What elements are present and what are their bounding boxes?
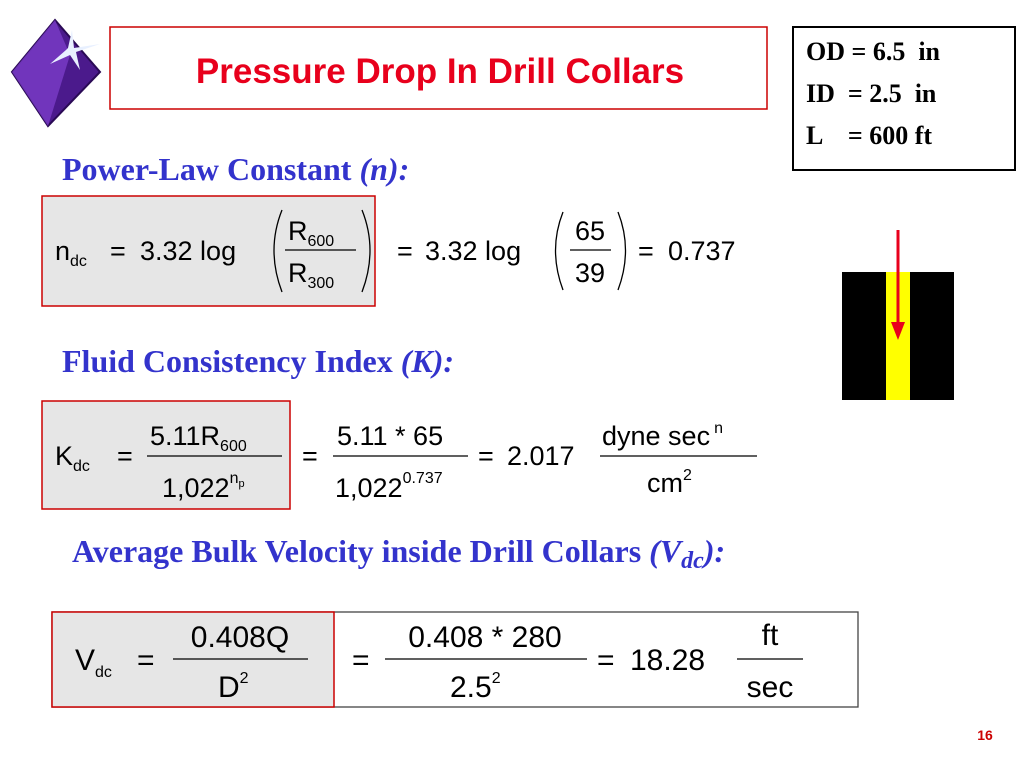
equals: = bbox=[597, 644, 615, 677]
page-number: 16 bbox=[977, 727, 993, 743]
denominator: D2 bbox=[218, 670, 249, 704]
subscript: 300 bbox=[308, 275, 335, 292]
paren bbox=[273, 209, 283, 293]
unit-denominator: sec bbox=[747, 671, 794, 704]
numerator: 0.408Q bbox=[191, 621, 289, 654]
lhs: Kdc bbox=[55, 441, 90, 475]
equals: = bbox=[137, 644, 155, 677]
paren bbox=[617, 211, 627, 291]
symbol: D bbox=[218, 671, 240, 704]
equals: = bbox=[397, 236, 413, 266]
heading-text: Power-Law Constant bbox=[62, 151, 352, 187]
heading-symbol: (n): bbox=[359, 151, 409, 187]
heading-text: Fluid Consistency Index bbox=[62, 343, 393, 379]
symbol: 5.11R bbox=[150, 421, 220, 451]
symbol: K bbox=[55, 441, 73, 471]
given-line: OD = 6.5 in bbox=[806, 37, 941, 66]
result: 2.017 bbox=[507, 441, 575, 471]
subscript: 600 bbox=[308, 233, 335, 250]
numerator: 0.408 * 280 bbox=[408, 621, 561, 654]
superscript: n bbox=[230, 470, 239, 487]
denominator: 1,022np bbox=[162, 470, 245, 503]
diamond-icon bbox=[10, 18, 102, 128]
equals: = bbox=[117, 441, 133, 471]
given-box bbox=[792, 26, 1016, 171]
symbol: n bbox=[55, 236, 70, 266]
coefficient: 3.32 log bbox=[425, 236, 521, 266]
equals: = bbox=[638, 236, 654, 266]
numerator: 5.11R600 bbox=[150, 421, 247, 455]
formula-box bbox=[41, 195, 376, 307]
equals: = bbox=[110, 236, 126, 266]
subscript: dc bbox=[70, 253, 87, 270]
symbol: R bbox=[288, 258, 308, 288]
numerator: R600 bbox=[288, 216, 334, 250]
subscript: 600 bbox=[220, 438, 247, 455]
numerator: 65 bbox=[575, 216, 605, 246]
title: Pressure Drop In Drill Collars bbox=[196, 52, 684, 91]
sub-subscript: p bbox=[238, 478, 244, 490]
heading: Power-Law Constant (n): bbox=[62, 151, 409, 187]
denominator: R300 bbox=[288, 258, 334, 292]
subscript: dc bbox=[95, 664, 112, 681]
superscript: 0.737 bbox=[403, 470, 443, 487]
result: 0.737 bbox=[668, 236, 736, 266]
symbol: R bbox=[288, 216, 308, 246]
paren bbox=[554, 211, 564, 291]
symbol: 2.5 bbox=[450, 671, 492, 704]
unit: dyne sec bbox=[602, 421, 710, 451]
denominator: 39 bbox=[575, 258, 605, 288]
numerator: 5.11 * 65 bbox=[337, 421, 443, 451]
equals: = bbox=[302, 441, 318, 471]
subscript: dc bbox=[73, 458, 90, 475]
equals: = bbox=[478, 441, 494, 471]
heading: Fluid Consistency Index (K): bbox=[62, 343, 454, 379]
unit-denominator: cm2 bbox=[647, 467, 692, 498]
heading-symbol: (V bbox=[649, 533, 684, 569]
unit-numerator: ft bbox=[762, 619, 779, 652]
heading-symbol: (K): bbox=[401, 343, 454, 379]
denominator: 1,0220.737 bbox=[335, 470, 443, 503]
lhs: ndc bbox=[55, 236, 87, 270]
symbol: 1,022 bbox=[335, 473, 403, 503]
symbol: V bbox=[75, 644, 95, 677]
coefficient: 3.32 log bbox=[140, 236, 236, 266]
superscript: 2 bbox=[492, 670, 501, 687]
heading: Average Bulk Velocity inside Drill Colla… bbox=[72, 533, 725, 574]
title-box bbox=[109, 26, 768, 110]
symbol: 1,022 bbox=[162, 473, 230, 503]
paren bbox=[361, 209, 371, 293]
given-line: ID = 2.5 in bbox=[806, 79, 937, 108]
heading-text: Average Bulk Velocity inside Drill Colla… bbox=[72, 533, 641, 569]
formula-box bbox=[41, 400, 291, 510]
result: 18.28 bbox=[630, 644, 705, 677]
equals: = bbox=[352, 644, 370, 677]
drill-collar-diagram bbox=[842, 230, 954, 400]
given-line: L = 600 ft bbox=[806, 121, 932, 150]
heading-subscript: dc bbox=[681, 548, 704, 574]
lhs: Vdc bbox=[75, 644, 112, 681]
unit: cm bbox=[647, 468, 683, 498]
superscript: 2 bbox=[240, 670, 249, 687]
superscript: n bbox=[714, 420, 723, 437]
unit-numerator: dyne sec n bbox=[602, 420, 723, 451]
superscript: 2 bbox=[683, 467, 692, 484]
heading-end: ): bbox=[701, 533, 725, 569]
denominator: 2.52 bbox=[450, 670, 501, 704]
